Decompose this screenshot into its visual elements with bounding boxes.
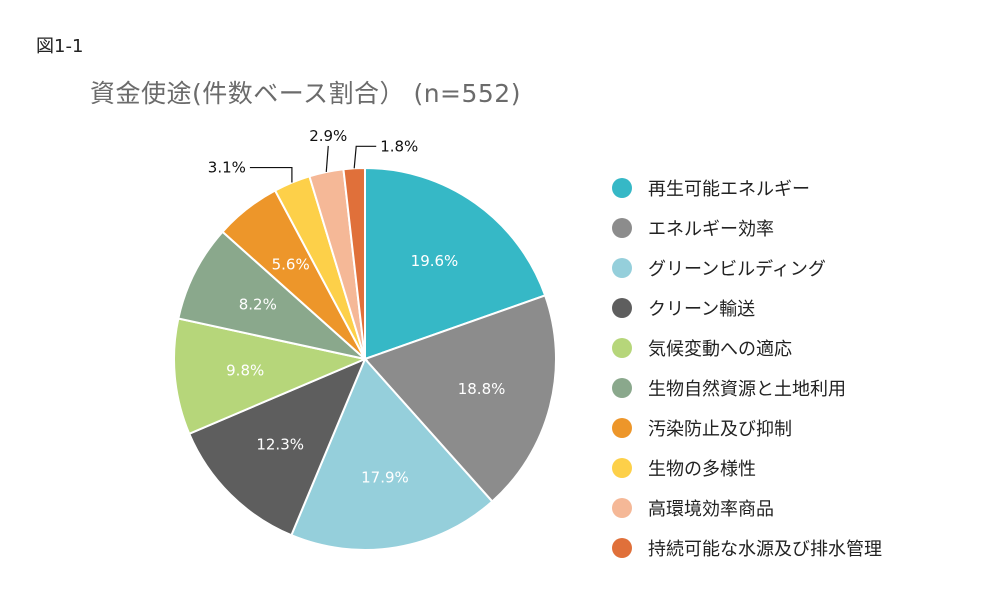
legend-label: グリーンビルディング [648,259,826,280]
slice-value-label: 19.6% [411,252,459,270]
legend-item: 気候変動への適応 [612,328,882,368]
pie-slice [187,357,367,537]
legend-item: エネルギー効率 [612,208,882,248]
leader-line [325,145,329,173]
legend-swatch [612,178,632,198]
slice-value-label: 18.8% [458,380,506,398]
legend-label: 生物自然資源と土地利用 [648,379,846,400]
legend-label: 生物の多様性 [648,459,756,480]
pie-slice [173,317,369,436]
pie-slice [177,230,369,361]
legend-swatch [612,338,632,358]
legend-swatch [612,458,632,478]
legend-item: グリーンビルディング [612,248,882,288]
figure-label: 図1-1 [36,36,84,57]
legend-swatch [612,498,632,518]
legend-label: 再生可能エネルギー [648,179,810,200]
legend-item: 生物の多様性 [612,448,882,488]
legend-item: 汚染防止及び抑制 [612,408,882,448]
slice-value-label: 5.6% [272,255,310,273]
slice-value-label: 17.9% [361,469,409,487]
legend-label: 高環境効率商品 [648,499,774,520]
legend-swatch [612,258,632,278]
legend-swatch [612,298,632,318]
slice-value-label: 8.2% [239,295,277,313]
legend-label: 気候変動への適応 [648,339,792,360]
pie-slice [290,357,494,551]
legend-item: 持続可能な水源及び排水管理 [612,528,882,568]
slice-value-label: 2.9% [309,127,347,145]
legend-label: 汚染防止及び抑制 [648,419,792,440]
legend-swatch [612,418,632,438]
chart-legend: 再生可能エネルギー エネルギー効率グリーンビルディング クリーン輸送気候変動への適応… [612,168,882,568]
legend-swatch [612,538,632,558]
legend-label: 持続可能な水源及び排水管理 [648,539,882,560]
slice-value-label: 1.8% [380,137,418,155]
legend-item: 高環境効率商品 [612,488,882,528]
legend-item: 再生可能エネルギー [612,168,882,208]
legend-item: 生物自然資源と土地利用 [612,368,882,408]
slice-value-label: 12.3% [256,435,304,453]
legend-swatch [612,378,632,398]
legend-item: クリーン輸送 [612,288,882,328]
leader-line [249,166,293,183]
slice-value-label: 3.1% [208,159,246,177]
leader-line [353,145,377,169]
legend-label: エネルギー効率 [648,219,774,240]
pie-slice [363,294,557,503]
legend-swatch [612,218,632,238]
chart-title: 資金使途(件数ベース割合） (n=552) [90,79,521,108]
legend-label: クリーン輸送 [648,299,756,320]
slice-value-label: 9.8% [226,361,264,379]
